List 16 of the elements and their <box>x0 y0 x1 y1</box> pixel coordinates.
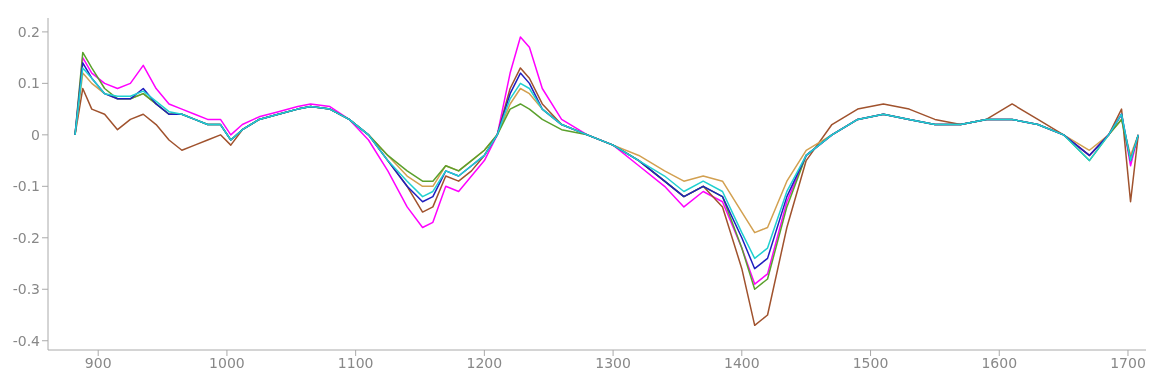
x-tick-label: 1300 <box>595 354 631 371</box>
y-tick-label: -0.1 <box>12 178 40 195</box>
x-tick-label: 1000 <box>209 354 245 371</box>
x-tick-label: 1600 <box>981 354 1018 371</box>
x-tick-label: 1200 <box>466 354 503 371</box>
y-tick-label: 0 <box>31 126 40 143</box>
y-tick-label: -0.4 <box>12 332 41 349</box>
y-tick-label: 0.2 <box>17 23 40 40</box>
x-tick-label: 1700 <box>1110 354 1146 371</box>
y-tick-label: 0.1 <box>17 75 40 92</box>
x-tick-label: 1100 <box>337 354 374 371</box>
y-tick-label: -0.3 <box>12 281 40 298</box>
x-tick-label: 1500 <box>852 354 889 371</box>
x-tick-label: 900 <box>84 354 112 371</box>
y-tick-label: -0.2 <box>12 229 40 246</box>
x-tick-label: 1400 <box>723 354 760 371</box>
